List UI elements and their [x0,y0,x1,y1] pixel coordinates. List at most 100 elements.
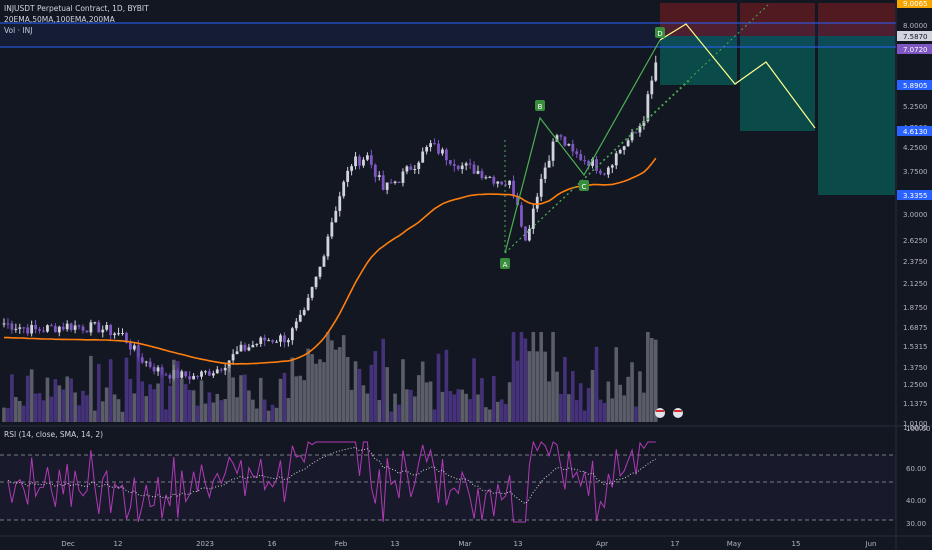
candle-body [472,164,476,174]
volume-legend[interactable]: Vol · INJ [4,26,33,35]
volume-bar [472,358,476,422]
price-tick: 3.7500 [903,168,928,176]
price-tick: 2.1250 [903,280,928,288]
volume-bar [235,397,239,422]
volume-bar [507,382,512,422]
candle-body [168,375,172,379]
volume-bar [152,389,156,422]
volume-bar [183,384,188,422]
candle-body [42,330,45,332]
volume-bar [646,332,650,422]
candle-body [10,323,14,330]
time-tick: Dec [61,540,75,548]
candle-body [196,375,199,377]
candle-body [243,344,247,351]
volume-bar [377,400,382,422]
candle-body [294,321,298,329]
price-tick: 5.2500 [903,103,928,111]
candle-body [342,181,346,197]
volume-bar [298,375,303,422]
candle-body [263,337,267,341]
volume-bar [45,377,50,422]
ema-legend[interactable]: 20EMA,50MA,100EMA,200MA [4,15,115,24]
candle-body [354,156,357,167]
volume-bar [468,399,472,422]
candle-body [14,328,18,330]
candle-body [417,162,421,170]
price-tag-bg [897,44,932,54]
price-tag-bg [897,80,932,90]
volume-bar [282,372,287,422]
volume-bar [227,365,231,422]
time-tick: 16 [268,540,277,548]
volume-bar [543,351,547,422]
volume-bar [2,407,6,422]
candle-body [381,175,385,190]
candle-body [247,347,251,351]
time-tick: Feb [335,540,348,548]
candle-body [500,181,504,185]
candle-body [38,329,41,331]
volume-bar [495,401,500,422]
candle-body [204,371,207,373]
candle-body [437,143,440,154]
volume-bar [456,389,461,422]
volume-bar [610,398,615,422]
volume-bar [511,332,516,422]
volume-bar [306,348,310,422]
volume-bar [614,347,619,422]
candle-body [334,210,338,223]
candle-body [132,345,136,350]
candle-body [73,325,77,330]
price-tick: 1.1375 [903,400,928,408]
candle-body [330,222,334,237]
candle-body [622,146,626,150]
volume-bar [642,392,646,422]
candle-body [555,135,559,142]
candle-body [429,143,432,148]
volume-bar [452,394,457,422]
candle-body [156,367,160,372]
candle-body [223,367,227,371]
volume-bar [318,359,322,422]
candle-body [338,196,342,211]
volume-bar [357,368,362,422]
rsi-tick: 60.00 [906,465,926,473]
volume-bar [29,369,34,422]
candle-body [275,341,278,343]
candle-body [22,327,26,329]
candle-body [397,181,401,183]
candle-body [441,149,444,154]
candle-body [267,340,271,342]
price-tick: 1.0000 [903,424,928,432]
volume-bar [14,397,18,422]
volume-bar [634,406,638,422]
volume-bar [559,394,563,422]
volume-bar [231,377,235,422]
volume-bar [148,384,152,422]
candle-body [634,132,638,134]
candle-body [46,325,49,332]
volume-bar [606,381,611,422]
volume-bar [594,346,599,422]
candle-body [504,184,508,186]
volume-bar [590,369,595,422]
volume-bar [290,357,295,422]
volume-bar [432,409,437,422]
candle-body [57,326,61,333]
candles [2,55,658,384]
volume-bar [258,377,263,422]
volume-bar [215,393,220,422]
candle-body [208,371,211,376]
price-tag: 9.0065 [903,0,928,8]
volume-bar [93,410,97,422]
volume-bar [630,362,634,422]
time-tick: May [727,540,741,548]
candle-body [279,335,282,342]
volume-bar [176,361,180,422]
candle-body [630,132,634,141]
volume-bar [567,394,571,422]
candle-body [140,357,144,363]
rsi-legend[interactable]: RSI (14, close, SMA, 14, 2) [4,430,104,439]
